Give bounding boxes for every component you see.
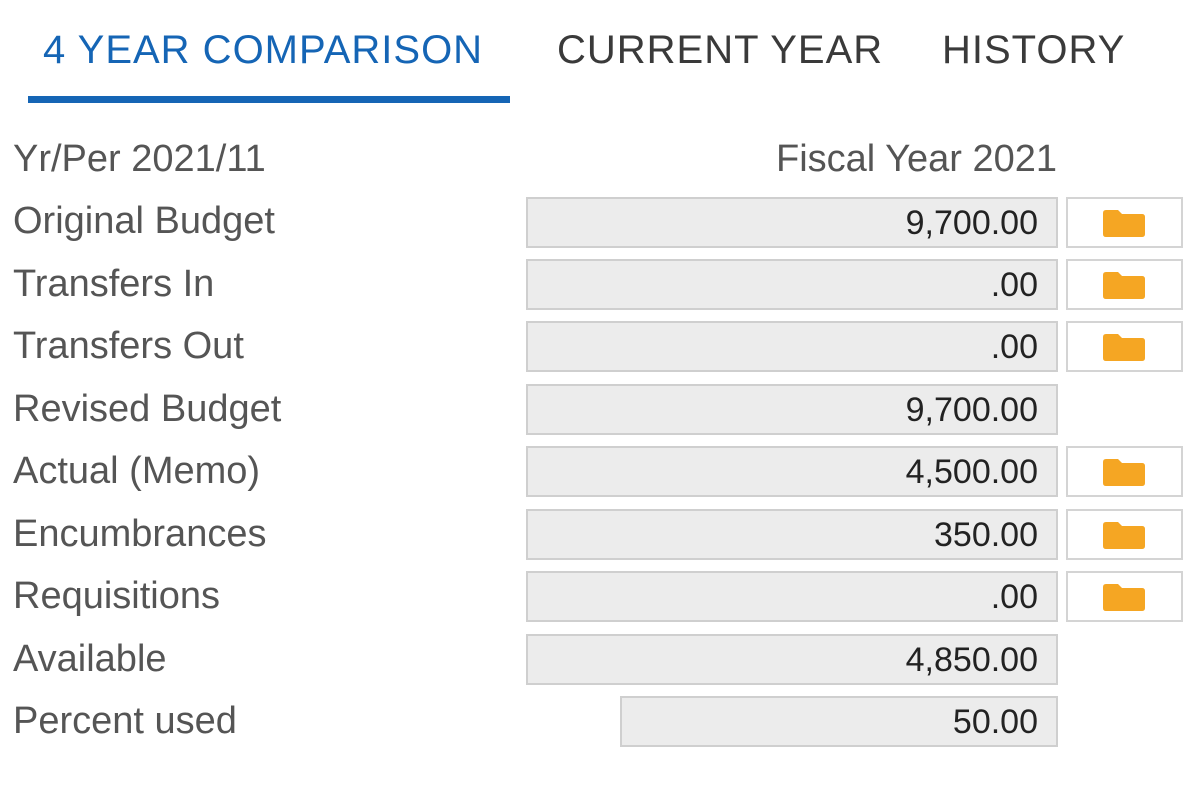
actual-memo-value: 4,500.00 xyxy=(526,446,1058,497)
percent-used-value: 50.00 xyxy=(620,696,1058,747)
folder-icon xyxy=(1103,459,1145,486)
percent-used-label: Percent used xyxy=(13,700,237,742)
fiscal-year-heading: Fiscal Year 2021 xyxy=(776,138,1057,180)
transfers-out-value: .00 xyxy=(526,321,1058,372)
actual-memo-label: Actual (Memo) xyxy=(13,450,261,492)
active-tab-indicator xyxy=(28,96,510,103)
transfers-in-value: .00 xyxy=(526,259,1058,310)
folder-icon xyxy=(1103,522,1145,549)
original-budget-label: Original Budget xyxy=(13,200,275,242)
encumbrances-value: 350.00 xyxy=(526,509,1058,560)
encumbrances-detail-button[interactable] xyxy=(1066,509,1183,560)
revised-budget-value: 9,700.00 xyxy=(526,384,1058,435)
folder-icon xyxy=(1103,210,1145,237)
requisitions-detail-button[interactable] xyxy=(1066,571,1183,622)
original-budget-detail-button[interactable] xyxy=(1066,197,1183,248)
available-value: 4,850.00 xyxy=(526,634,1058,685)
transfers-out-label: Transfers Out xyxy=(13,325,244,367)
actual-memo-detail-button[interactable] xyxy=(1066,446,1183,497)
folder-icon xyxy=(1103,334,1145,361)
available-label: Available xyxy=(13,638,167,680)
requisitions-label: Requisitions xyxy=(13,575,220,617)
transfers-in-detail-button[interactable] xyxy=(1066,259,1183,310)
period-label: Yr/Per 2021/11 xyxy=(13,138,266,180)
tab-4-year-comparison[interactable]: 4 YEAR COMPARISON xyxy=(43,28,484,72)
tab-history[interactable]: HISTORY xyxy=(942,28,1126,72)
encumbrances-label: Encumbrances xyxy=(13,513,267,555)
tab-bar: 4 YEAR COMPARISON CURRENT YEAR HISTORY xyxy=(0,0,1191,110)
tab-current-year[interactable]: CURRENT YEAR xyxy=(557,28,884,72)
transfers-out-detail-button[interactable] xyxy=(1066,321,1183,372)
requisitions-value: .00 xyxy=(526,571,1058,622)
transfers-in-label: Transfers In xyxy=(13,263,215,305)
original-budget-value: 9,700.00 xyxy=(526,197,1058,248)
folder-icon xyxy=(1103,584,1145,611)
revised-budget-label: Revised Budget xyxy=(13,388,282,430)
folder-icon xyxy=(1103,272,1145,299)
